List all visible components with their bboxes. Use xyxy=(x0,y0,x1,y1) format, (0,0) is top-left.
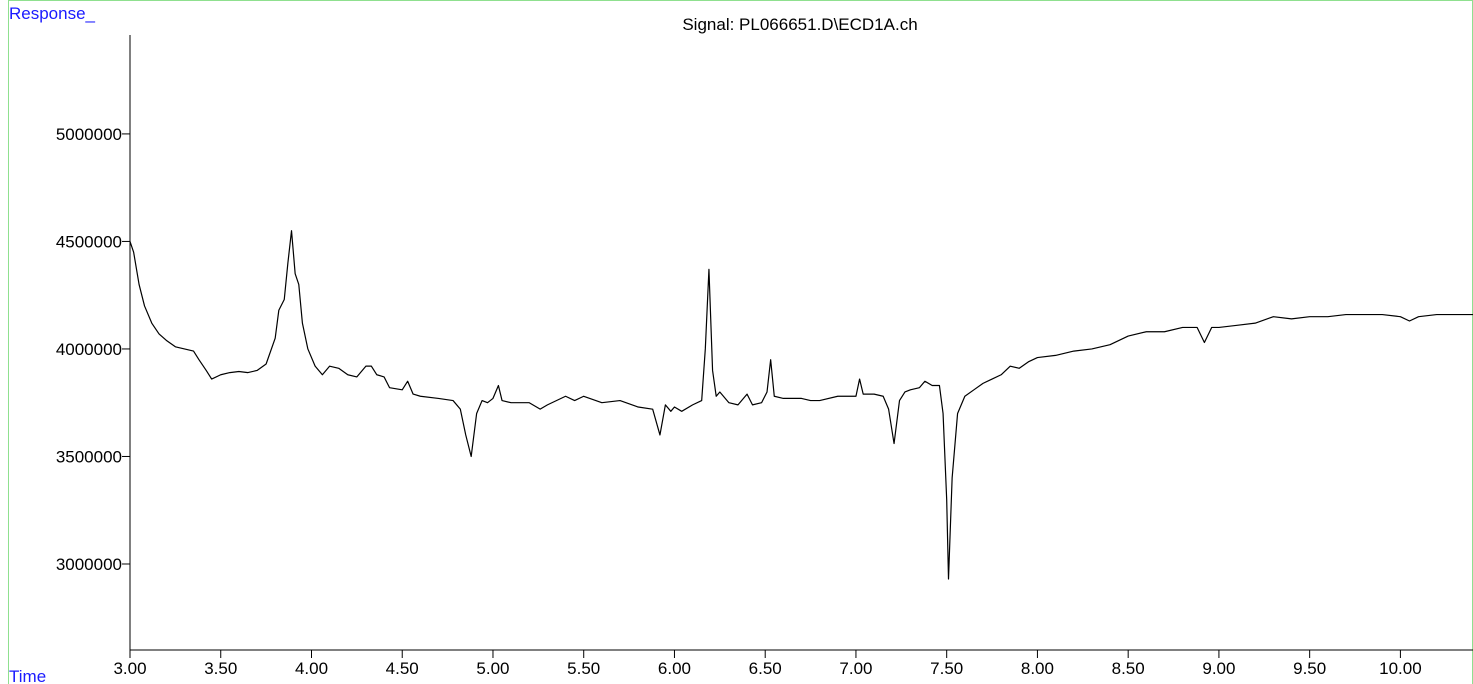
signal-line xyxy=(129,230,1473,580)
y-tick-label: 5000000 xyxy=(56,125,122,144)
x-axis-label: Time xyxy=(9,667,46,684)
x-tick-label: 5.00 xyxy=(476,659,509,678)
x-tick-label: 3.50 xyxy=(204,659,237,678)
y-tick-label: 3500000 xyxy=(56,447,122,466)
y-tick-label: 4500000 xyxy=(56,232,122,251)
x-tick-label: 7.00 xyxy=(839,659,872,678)
x-tick-label: 8.50 xyxy=(1112,659,1145,678)
y-axis-label: Response_ xyxy=(9,4,96,23)
y-tick-label: 4000000 xyxy=(56,340,122,359)
x-tick-label: 4.00 xyxy=(295,659,328,678)
x-tick-label: 5.50 xyxy=(567,659,600,678)
x-tick-label: 9.50 xyxy=(1293,659,1326,678)
x-tick-label: 8.00 xyxy=(1021,659,1054,678)
chart-title: Signal: PL066651.D\ECD1A.ch xyxy=(682,15,917,34)
x-tick-label: 6.00 xyxy=(658,659,691,678)
x-tick-label: 3.00 xyxy=(113,659,146,678)
x-tick-label: 4.50 xyxy=(386,659,419,678)
x-tick-label: 6.50 xyxy=(749,659,782,678)
frame xyxy=(8,0,1473,684)
x-tick-label: 10.00 xyxy=(1379,659,1422,678)
x-tick-label: 7.50 xyxy=(930,659,963,678)
y-tick-label: 3000000 xyxy=(56,555,122,574)
x-tick-label: 9.00 xyxy=(1202,659,1235,678)
